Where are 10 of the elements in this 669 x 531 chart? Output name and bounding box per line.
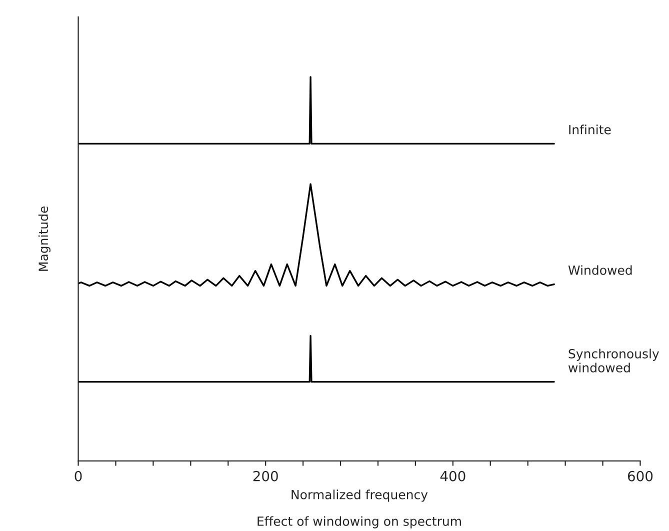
x-axis-title: Normalized frequency (292, 490, 428, 502)
text: Effect of windowing on spectrum (258, 516, 461, 528)
x-tick-label: 0 (74, 470, 82, 482)
x-tick-label: 200 (253, 470, 278, 482)
x-tick-label: 600 (628, 470, 653, 482)
x-tick-label: 400 (440, 470, 466, 482)
series-label: Windowed (568, 265, 632, 275)
y-axis-title: Magnitude (38, 206, 50, 271)
series-label: Infinite (569, 124, 611, 134)
series-label: Synchronously windowed (568, 348, 660, 372)
